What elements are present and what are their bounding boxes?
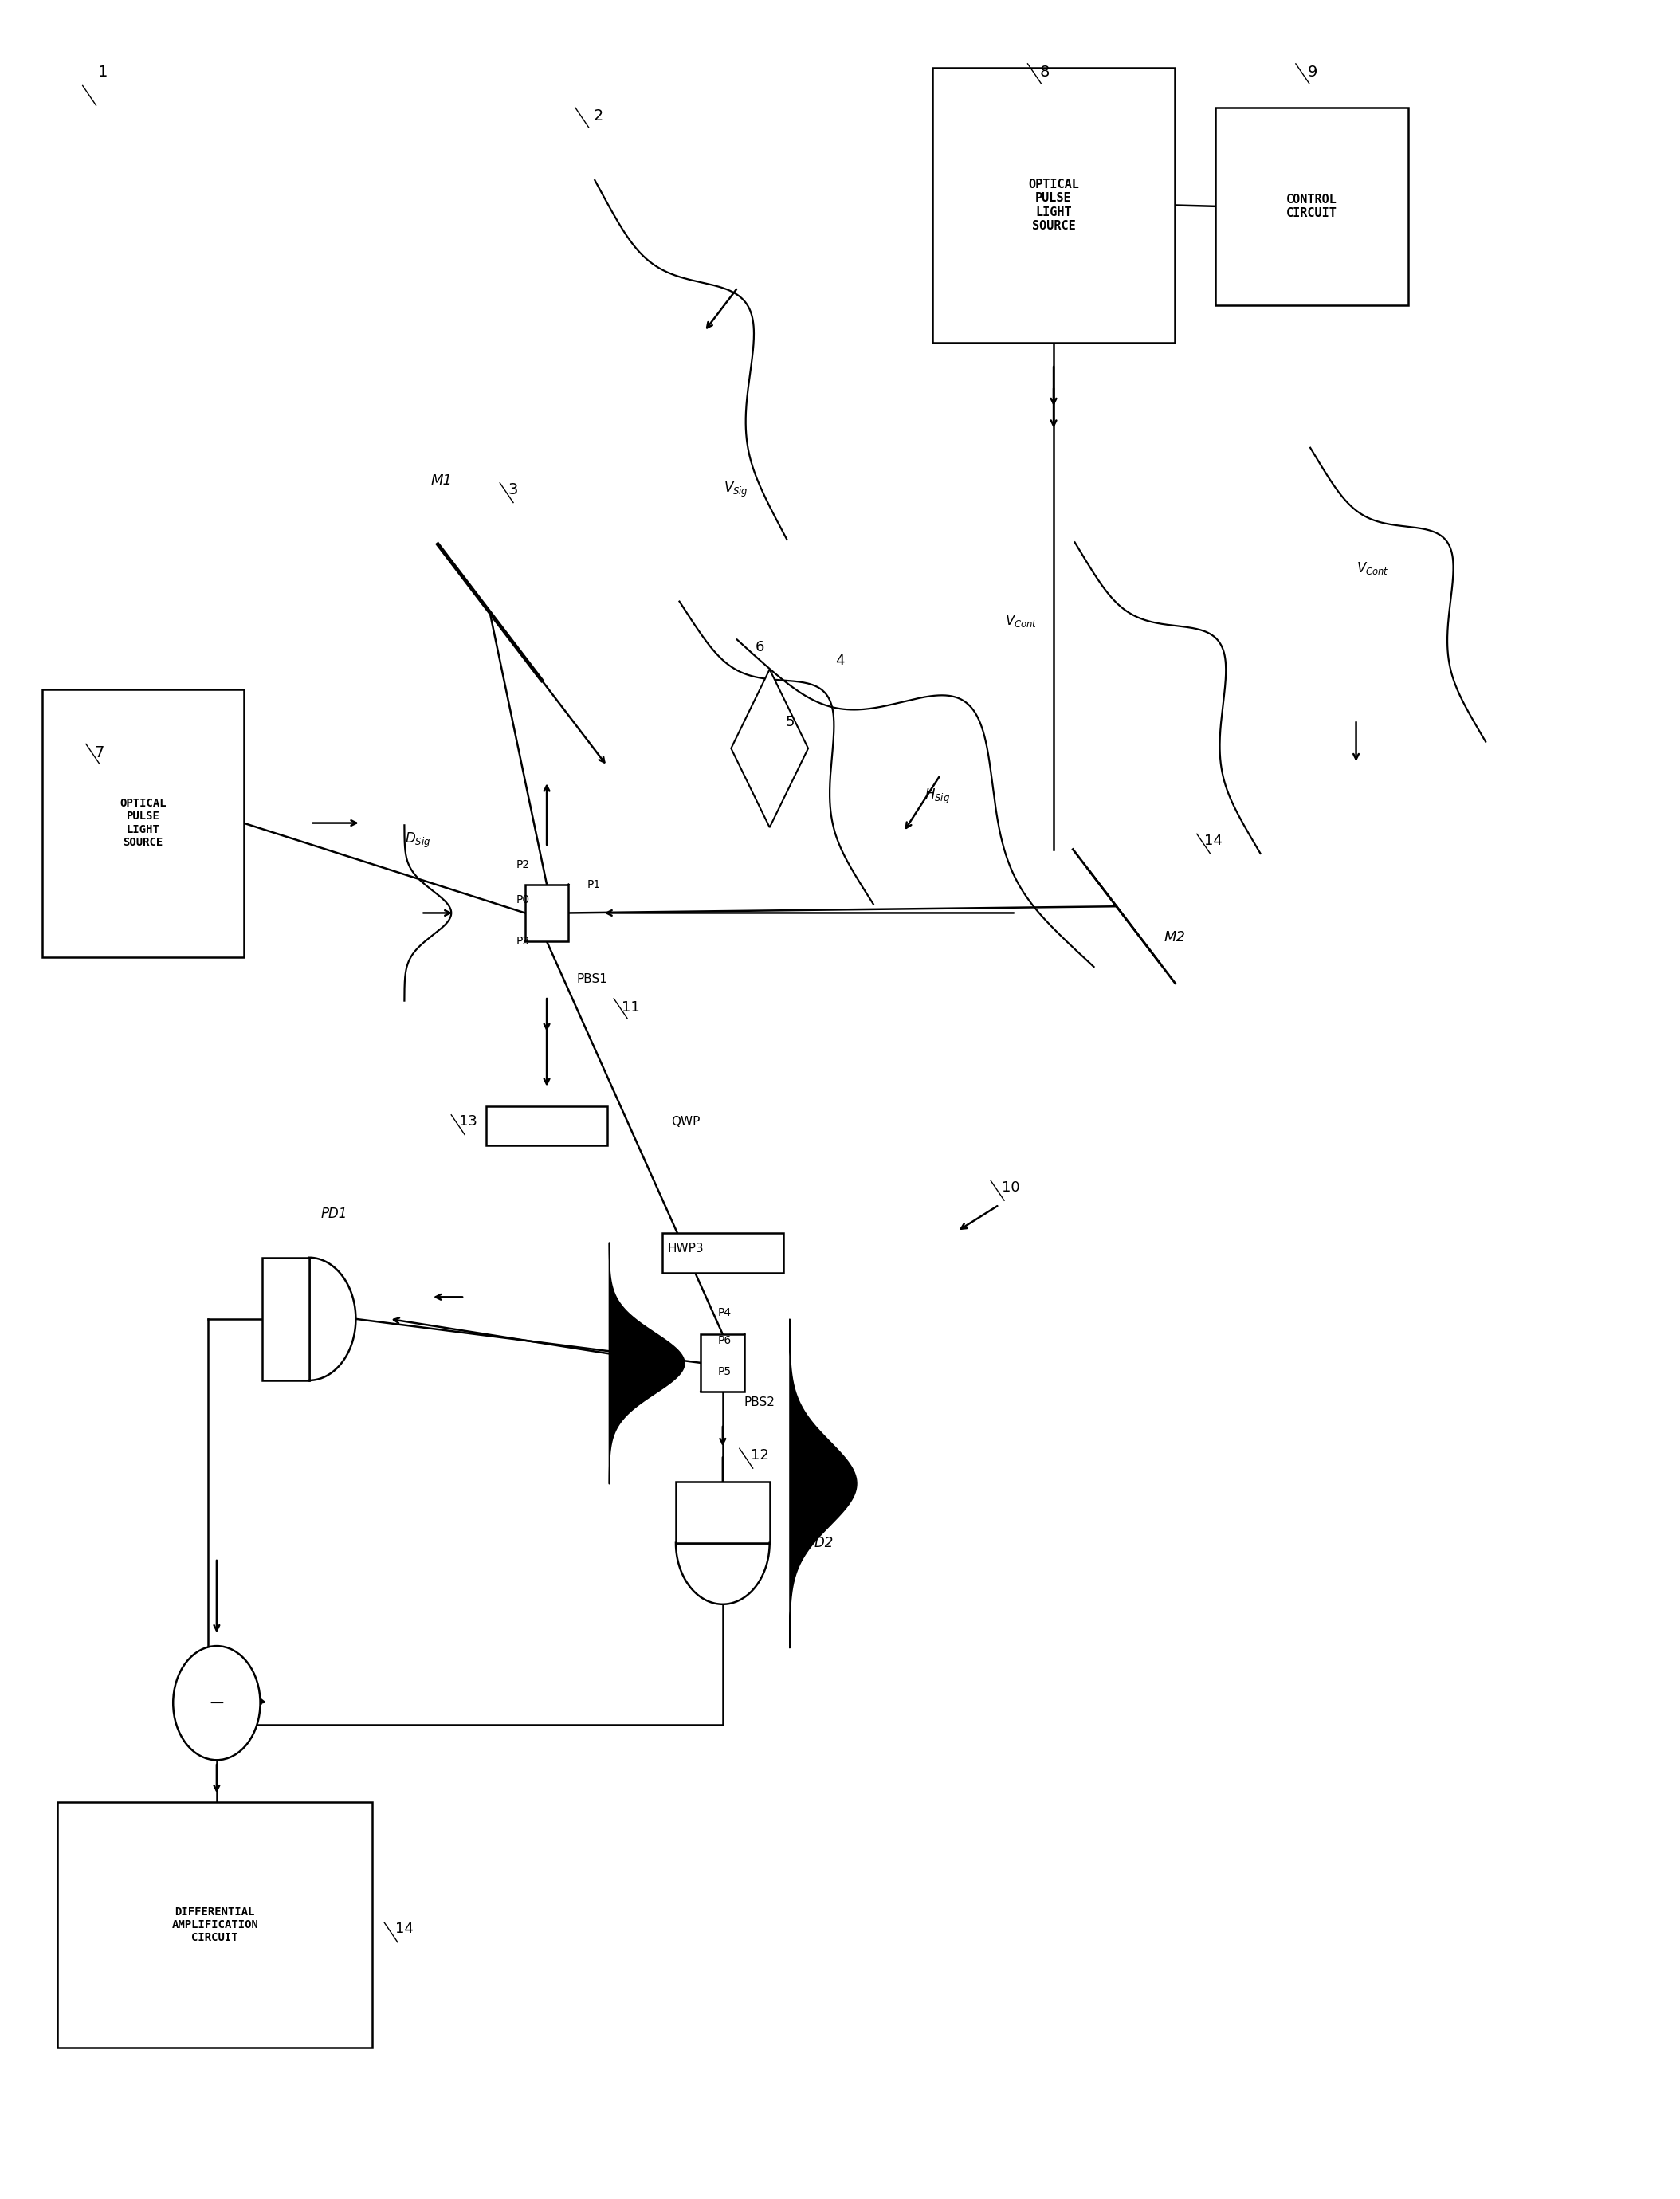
- Text: DIFFERENTIAL
AMPLIFICATION
CIRCUIT: DIFFERENTIAL AMPLIFICATION CIRCUIT: [171, 1907, 259, 1944]
- Text: P5: P5: [717, 1366, 731, 1377]
- Text: CONTROL
CIRCUIT: CONTROL CIRCUIT: [1287, 194, 1337, 220]
- Text: P7: P7: [615, 1361, 628, 1372]
- Text: P0: P0: [516, 895, 531, 906]
- Text: P3: P3: [516, 937, 531, 948]
- Text: 7: 7: [94, 745, 104, 761]
- Text: 14: 14: [1205, 833, 1223, 847]
- Text: PD1: PD1: [321, 1207, 348, 1220]
- Text: OPTICAL
PULSE
LIGHT
SOURCE: OPTICAL PULSE LIGHT SOURCE: [1028, 178, 1079, 231]
- Text: 1: 1: [97, 64, 108, 79]
- Text: $D_{Sig}$: $D_{Sig}$: [405, 831, 430, 849]
- Text: 4: 4: [835, 653, 845, 668]
- Bar: [1215, 108, 1408, 306]
- Text: P6: P6: [717, 1335, 731, 1346]
- Bar: [262, 1258, 309, 1381]
- Bar: [57, 1801, 373, 2047]
- Text: 11: 11: [622, 1001, 640, 1014]
- Text: PD2: PD2: [806, 1535, 833, 1550]
- Text: M1: M1: [430, 473, 452, 488]
- Bar: [701, 1335, 744, 1392]
- Text: 12: 12: [751, 1447, 769, 1462]
- Bar: [42, 688, 244, 957]
- Text: 13: 13: [459, 1115, 477, 1128]
- Bar: [524, 884, 568, 941]
- Text: $V_{Cont}$: $V_{Cont}$: [1005, 614, 1037, 629]
- Bar: [487, 1106, 606, 1146]
- Polygon shape: [790, 1319, 857, 1647]
- Text: P1: P1: [586, 880, 601, 891]
- Text: 3: 3: [509, 482, 517, 497]
- Text: P4: P4: [717, 1306, 731, 1317]
- Text: HWP3: HWP3: [667, 1242, 704, 1256]
- Text: M2: M2: [1164, 930, 1186, 943]
- Text: $H_{Sig}$: $H_{Sig}$: [924, 787, 949, 805]
- Bar: [675, 1482, 769, 1544]
- Text: QWP: QWP: [672, 1115, 701, 1128]
- Polygon shape: [731, 668, 808, 827]
- Text: 2: 2: [593, 108, 603, 123]
- Text: P2: P2: [516, 860, 531, 871]
- Text: 5: 5: [785, 715, 795, 730]
- Text: OPTICAL
PULSE
LIGHT
SOURCE: OPTICAL PULSE LIGHT SOURCE: [119, 798, 166, 849]
- Text: 9: 9: [1307, 64, 1317, 79]
- Circle shape: [173, 1645, 260, 1759]
- Text: PBS2: PBS2: [744, 1396, 774, 1407]
- Text: $V_{Sig}$: $V_{Sig}$: [724, 479, 748, 499]
- Text: 8: 8: [1040, 64, 1050, 79]
- Bar: [932, 68, 1174, 343]
- Text: 14: 14: [395, 1922, 413, 1937]
- Text: $V_{Cont}$: $V_{Cont}$: [1356, 561, 1389, 576]
- Bar: [662, 1234, 783, 1273]
- Text: −: −: [208, 1693, 225, 1713]
- Text: PBS1: PBS1: [576, 972, 608, 985]
- Text: 10: 10: [1001, 1181, 1020, 1194]
- Text: 6: 6: [754, 640, 764, 655]
